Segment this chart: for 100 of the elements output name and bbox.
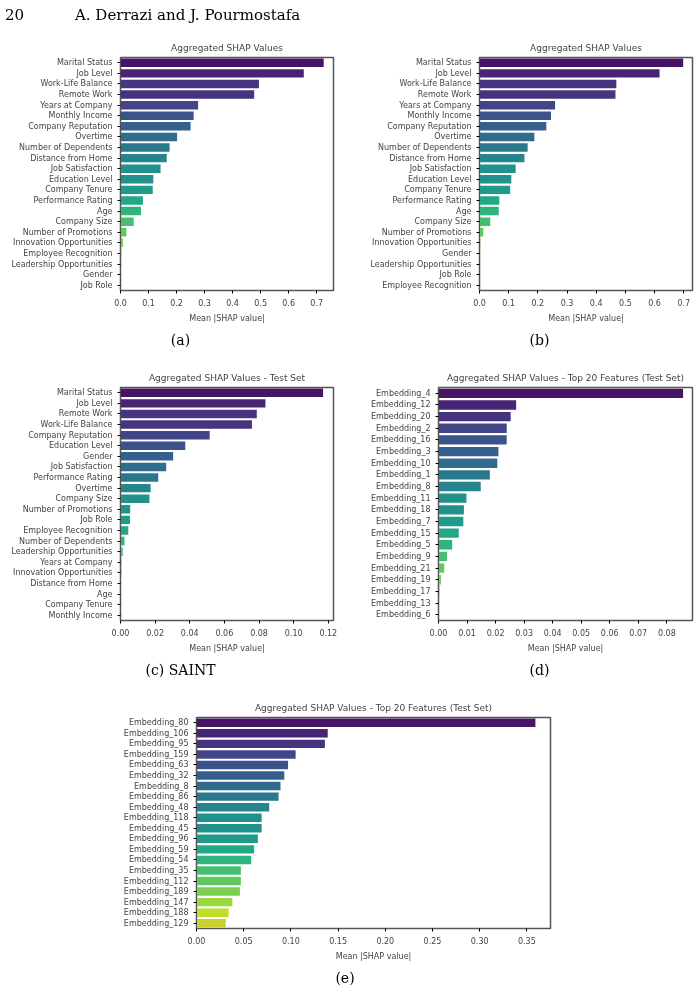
y-tick-label: Marital Status (56, 58, 113, 68)
x-tick-label: 0.5 (619, 298, 632, 308)
text: (c) SAINT (145, 661, 216, 681)
y-tick-label: Job Level (75, 69, 113, 79)
y-tick-label: Company Reputation (28, 431, 113, 441)
y-tick-label: Number of Promotions (22, 505, 113, 515)
y-tick-label: Monthly Income (48, 611, 113, 621)
y-tick-label: Innovation Opportunities (13, 568, 113, 578)
y-tick-label: Company Size (55, 494, 113, 504)
x-tick-label: 0.0 (114, 298, 127, 308)
y-tick-label: Distance from Home (389, 154, 472, 164)
y-tick-label: Marital Status (415, 58, 472, 68)
x-tick-label: 0.07 (629, 628, 648, 638)
x-tick-label: 0.3 (560, 298, 574, 308)
y-tick-label: Embedding_8 (376, 482, 431, 492)
y-tick-label: Gender (83, 270, 114, 280)
y-tick-label: Years at Company (39, 558, 113, 568)
x-tick-label: 0.01 (458, 628, 476, 638)
x-tick-label: 0.00 (111, 628, 130, 638)
y-tick-label: Company Tenure (45, 185, 113, 195)
y-tick-label: Leadership Opportunities (11, 259, 113, 269)
y-tick-label: Number of Promotions (22, 228, 113, 238)
y-tick-label: Company Size (414, 217, 472, 227)
x-tick-label: 0.30 (470, 936, 489, 946)
y-tick-label: Embedding_48 (128, 803, 189, 813)
y-tick-label: Embedding_147 (123, 898, 189, 908)
x-tick-label: 0.4 (589, 298, 603, 308)
y-tick-label: Performance Rating (33, 196, 113, 206)
x-tick-label: 0.05 (572, 628, 591, 638)
x-tick-label: 0.20 (376, 936, 395, 946)
x-tick-label: 0.08 (657, 628, 676, 638)
x-tick-label: 0.10 (284, 628, 303, 638)
x-tick-label: 0.1 (142, 298, 155, 308)
text: (d) (529, 661, 550, 681)
x-tick-label: 0.5 (254, 298, 267, 308)
y-tick-label: Leadership Opportunities (11, 547, 113, 557)
chart-title: Aggregated SHAP Values - Top 20 Features (Test Set) (446, 372, 685, 383)
y-tick-label: Embedding_32 (128, 771, 189, 781)
y-tick-label: Distance from Home (30, 579, 113, 589)
y-tick-label: Age (97, 206, 113, 216)
y-tick-label: Embedding_112 (123, 876, 189, 886)
y-tick-label: Leadership Opportunities (370, 259, 472, 269)
x-tick-label: 0.06 (215, 628, 234, 638)
chart-title: Aggregated SHAP Values - Top 20 Features (Test Set) (254, 702, 493, 713)
y-tick-label: Embedding_20 (370, 412, 431, 422)
text: (e) (335, 969, 355, 989)
y-tick-label: Embedding_7 (376, 517, 431, 527)
x-tick-label: 0.06 (600, 628, 619, 638)
x-tick-label: 0.25 (423, 936, 442, 946)
y-tick-label: Overtime (75, 132, 113, 142)
x-tick-label: 0.08 (250, 628, 268, 638)
text: (b) (529, 331, 550, 351)
y-tick-label: Company Reputation (28, 122, 113, 132)
y-tick-label: Employee Recognition (23, 526, 113, 536)
x-axis-title: Mean |SHAP value| (527, 643, 604, 653)
x-tick-label: 0.00 (187, 936, 206, 946)
y-tick-label: Job Role (438, 270, 472, 280)
x-tick-label: 0.4 (226, 298, 239, 308)
y-tick-label: Embedding_1 (376, 470, 431, 480)
x-tick-label: 0.2 (170, 298, 183, 308)
x-tick-label: 0.15 (329, 936, 348, 946)
y-tick-label: Number of Promotions (381, 228, 472, 238)
y-tick-label: Embedding_118 (123, 813, 189, 823)
y-tick-label: Job Role (79, 281, 113, 291)
y-tick-label: Embedding_63 (128, 760, 189, 770)
x-tick-label: 0.3 (198, 298, 211, 308)
y-tick-label: Embedding_5 (376, 540, 431, 550)
y-tick-label: Age (456, 206, 472, 216)
y-tick-label: Embedding_9 (376, 552, 431, 562)
y-tick-label: Company Size (55, 217, 113, 227)
x-tick-label: 0.6 (648, 298, 661, 308)
y-tick-label: Gender (83, 452, 114, 462)
y-tick-label: Embedding_189 (123, 887, 189, 897)
chart-title: Aggregated SHAP Values - Test Set (148, 372, 306, 383)
y-tick-label: Embedding_4 (376, 389, 431, 399)
y-tick-label: Monthly Income (407, 111, 472, 121)
y-tick-label: Innovation Opportunities (13, 238, 113, 248)
x-axis-title: Mean |SHAP value| (548, 313, 624, 323)
text: 20 (5, 5, 25, 26)
y-tick-label: Job Satisfaction (408, 164, 472, 174)
y-tick-label: Embedding_8 (134, 782, 189, 791)
x-tick-label: 0.7 (677, 298, 691, 308)
y-tick-label: Years at Company (398, 101, 472, 111)
y-tick-label: Remote Work (58, 90, 113, 100)
y-tick-label: Embedding_16 (370, 435, 431, 445)
y-tick-label: Embedding_35 (128, 866, 189, 876)
y-tick-label: Performance Rating (392, 196, 472, 206)
chart-title: Aggregated SHAP Values (171, 42, 284, 53)
y-tick-label: Embedding_10 (370, 459, 431, 469)
x-tick-label: 0.05 (234, 936, 253, 946)
y-tick-label: Company Reputation (387, 122, 472, 132)
x-tick-label: 0.1 (502, 298, 516, 308)
y-tick-label: Distance from Home (30, 154, 113, 164)
x-tick-label: 0.2 (531, 298, 545, 308)
x-tick-label: 0.02 (486, 628, 505, 638)
y-tick-label: Embedding_86 (128, 792, 189, 802)
text: A. Derrazi and J. Pourmostafa (75, 5, 301, 26)
y-tick-label: Education Level (408, 175, 472, 185)
y-tick-label: Embedding_129 (123, 919, 189, 929)
y-tick-label: Education Level (49, 441, 113, 451)
